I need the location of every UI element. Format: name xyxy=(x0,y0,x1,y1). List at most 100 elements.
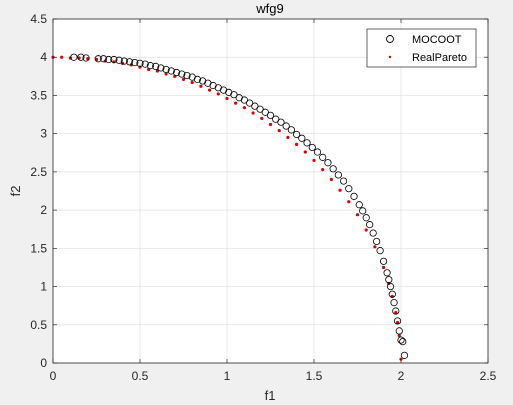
mocoot-point xyxy=(70,53,78,61)
mocoot-point xyxy=(397,336,405,344)
mocoot-point xyxy=(256,105,264,113)
mocoot-point xyxy=(339,177,348,185)
mocoot-point xyxy=(141,60,149,68)
mocoot-point xyxy=(308,143,316,152)
mocoot-point xyxy=(125,58,134,66)
mocoot-point xyxy=(99,55,108,63)
x-tick-label: 0.5 xyxy=(132,369,149,383)
x-tick-label: 1.5 xyxy=(306,369,323,383)
plot-background xyxy=(53,19,488,363)
mocoot-point xyxy=(369,229,377,237)
mocoot-point xyxy=(359,207,367,215)
realpareto-point xyxy=(312,158,316,163)
mocoot-point xyxy=(172,68,181,77)
x-axis-ticks: 0 0.5 1 1.5 2 2.5 xyxy=(50,19,497,383)
realpareto-point xyxy=(395,320,400,325)
mocoot-point xyxy=(355,201,363,209)
mocoot-point xyxy=(313,148,322,156)
realpareto-point xyxy=(260,116,264,120)
x-tick-label: 2 xyxy=(398,369,405,383)
mocoot-point xyxy=(345,185,353,193)
realpareto-point xyxy=(268,122,273,127)
mocoot-point xyxy=(298,134,306,142)
mocoot-point xyxy=(379,257,388,265)
mocoot-point xyxy=(400,351,409,359)
mocoot-point xyxy=(193,75,202,83)
y-tick-label: 0 xyxy=(40,356,47,370)
mocoot-point xyxy=(282,122,290,130)
x-tick-label: 2.5 xyxy=(480,369,497,383)
x-axis-label: f1 xyxy=(265,388,276,403)
realpareto-point xyxy=(382,265,386,270)
mocoot-point xyxy=(383,269,391,277)
realpareto-point xyxy=(60,55,64,59)
mocoot-point xyxy=(162,65,170,74)
realpareto-point xyxy=(199,84,203,88)
legend: MOCOOT RealPareto xyxy=(366,28,477,68)
realpareto-point xyxy=(242,106,246,110)
mocoot-point xyxy=(246,99,254,107)
mocoot-point xyxy=(105,55,113,64)
mocoot-point xyxy=(393,317,402,325)
legend-label-mocoot: MOCOOT xyxy=(412,34,462,46)
mocoot-point xyxy=(386,282,395,291)
realpareto-point xyxy=(355,213,360,217)
mocoot-point xyxy=(120,57,128,65)
y-tick-label: 1 xyxy=(40,280,47,294)
x-tick-label: 1 xyxy=(224,369,231,383)
axes-box xyxy=(52,18,489,364)
mocoot-point xyxy=(94,55,102,63)
mocoot-point xyxy=(77,53,85,61)
realpareto-point xyxy=(234,101,238,105)
mocoot-point xyxy=(395,327,403,335)
mocoot-series xyxy=(70,53,409,359)
mocoot-point xyxy=(230,91,238,99)
mocoot-point xyxy=(366,221,374,229)
mocoot-point xyxy=(277,118,285,126)
mocoot-point xyxy=(319,153,327,161)
realpareto-point xyxy=(216,92,220,96)
realpareto-point xyxy=(277,129,281,133)
realpareto-point xyxy=(190,80,194,85)
realpareto-point xyxy=(394,310,398,315)
mocoot-point xyxy=(392,307,400,315)
mocoot-point xyxy=(324,159,332,167)
realpareto-point xyxy=(338,188,342,192)
mocoot-point xyxy=(82,54,90,62)
realpareto-point xyxy=(364,228,368,232)
mocoot-point xyxy=(183,71,191,80)
mocoot-point xyxy=(287,126,295,134)
y-axis-label: f2 xyxy=(8,186,23,197)
y-tick-label: 0.5 xyxy=(30,318,47,332)
legend-label-realpareto: RealPareto xyxy=(412,52,467,64)
realpareto-point xyxy=(329,177,333,182)
realpareto-series xyxy=(51,55,403,361)
realpareto-point xyxy=(208,88,212,92)
realpareto-point xyxy=(373,245,377,249)
mocoot-point xyxy=(376,247,384,255)
legend-box xyxy=(366,28,477,68)
mocoot-point xyxy=(167,67,175,75)
y-tick-label: 3.5 xyxy=(30,88,47,102)
y-tick-label: 4.5 xyxy=(30,12,47,26)
mocoot-point xyxy=(178,70,186,78)
mocoot-point xyxy=(261,108,269,116)
realpareto-point xyxy=(347,200,351,204)
mocoot-point xyxy=(146,62,155,70)
realpareto-point xyxy=(181,77,186,81)
mocoot-point xyxy=(131,58,139,67)
y-tick-label: 2 xyxy=(40,203,47,217)
mocoot-point xyxy=(362,214,370,222)
mocoot-point xyxy=(266,111,275,119)
realpareto-point xyxy=(286,135,290,140)
mocoot-point xyxy=(390,299,398,307)
mocoot-point xyxy=(251,102,259,110)
mocoot-point xyxy=(388,290,396,298)
mocoot-point xyxy=(292,130,301,139)
y-tick-label: 1.5 xyxy=(30,241,47,255)
y-tick-label: 4 xyxy=(40,50,47,64)
realpareto-point xyxy=(295,142,299,146)
y-axis-ticks: 0 0.5 1 1.5 2 2.5 3 3.5 4 4.5 xyxy=(30,12,488,370)
y-tick-label: 3 xyxy=(40,127,47,141)
